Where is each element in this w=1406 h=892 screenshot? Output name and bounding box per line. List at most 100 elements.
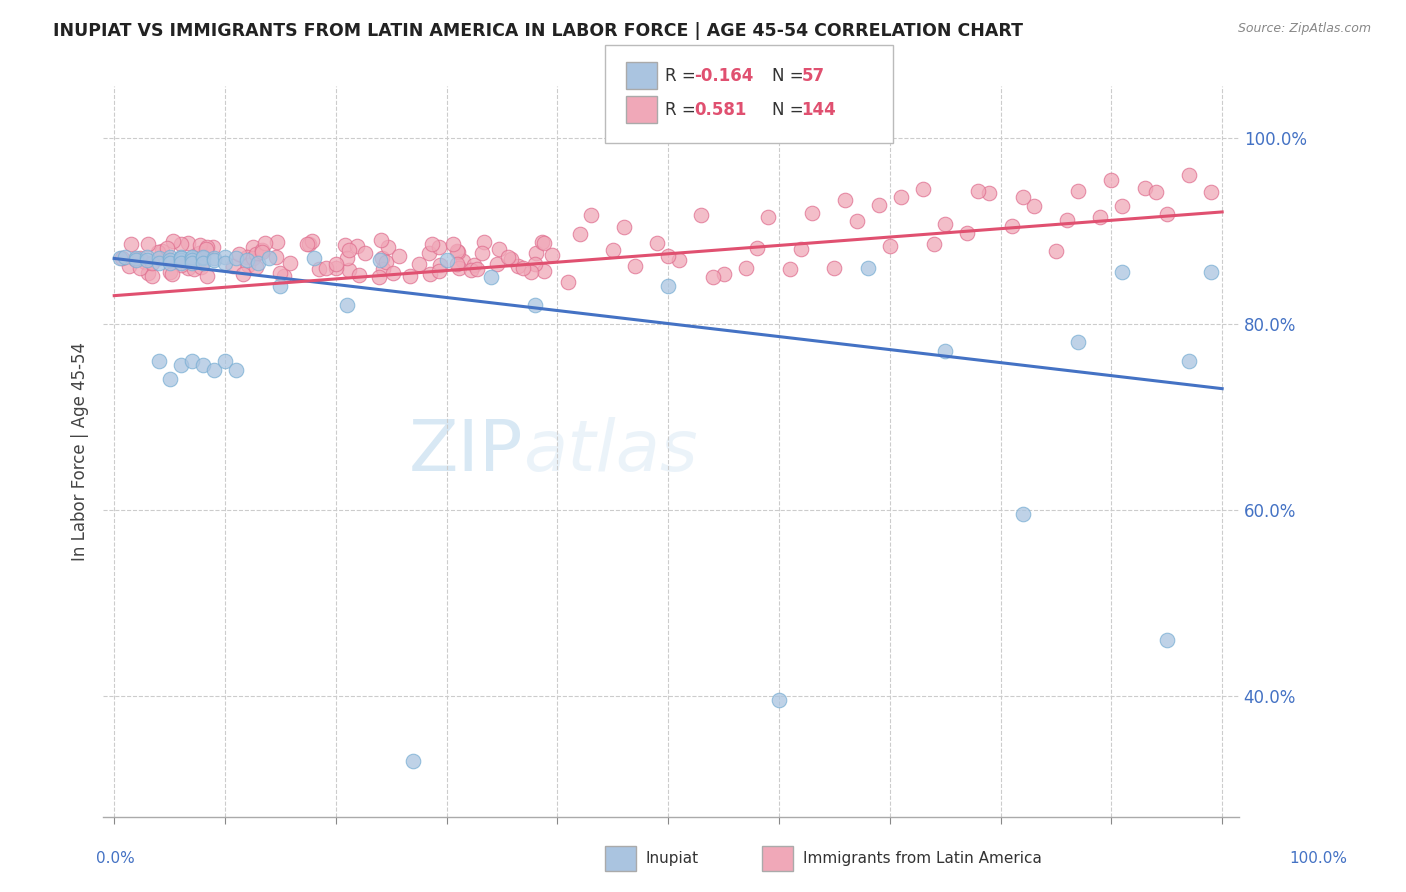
Point [1156,632,1178,647]
Point [790,242,813,256]
Point [170,236,193,251]
Point [702,269,724,284]
Point [657,249,679,263]
Point [159,372,181,386]
Point [460,263,482,277]
Point [624,259,647,273]
Point [868,198,890,212]
Point [188,237,211,252]
Point [1111,199,1133,213]
Point [890,190,912,204]
Point [488,242,510,256]
Point [381,266,404,280]
Point [1178,168,1201,182]
Point [668,252,690,267]
Point [354,246,377,260]
Point [170,359,193,373]
Point [398,268,420,283]
Point [278,256,301,270]
Text: N =: N = [772,67,808,85]
Point [191,359,214,373]
Point [136,237,159,252]
Point [236,250,259,264]
Point [295,236,318,251]
Point [524,246,547,260]
Point [125,252,148,266]
Text: 100.0%: 100.0% [1289,851,1347,865]
Point [756,210,779,224]
Point [253,235,276,250]
Point [540,248,562,262]
Point [533,236,555,251]
Point [108,252,131,266]
Point [159,256,181,270]
Point [183,261,205,276]
Point [346,239,368,253]
Point [1045,244,1067,258]
Point [266,235,288,250]
Point [236,253,259,268]
Point [524,258,547,272]
Point [713,268,735,282]
Point [152,244,174,258]
Point [245,247,267,261]
Point [159,253,181,268]
Point [214,256,236,270]
Point [1090,210,1112,224]
Point [136,253,159,268]
Point [232,267,254,281]
Point [170,252,193,266]
Point [524,298,547,312]
Point [180,256,202,270]
Point [1022,199,1045,213]
Point [429,258,451,272]
Text: INUPIAT VS IMMIGRANTS FROM LATIN AMERICA IN LABOR FORCE | AGE 45-54 CORRELATION : INUPIAT VS IMMIGRANTS FROM LATIN AMERICA… [53,22,1024,40]
Point [180,353,202,368]
Text: Inupiat: Inupiat [645,851,699,865]
Point [834,193,856,207]
Point [472,235,495,250]
Point [557,275,579,289]
Point [1067,335,1090,350]
Point [180,250,202,264]
Point [194,242,217,256]
Point [613,220,636,235]
Point [180,252,202,266]
Point [967,184,990,198]
Text: R =: R = [665,101,702,119]
Point [228,246,250,260]
Point [191,252,214,266]
Point [934,217,956,231]
Point [336,298,359,312]
Point [420,236,443,251]
Point [371,261,394,276]
Point [1099,172,1122,186]
Point [1011,507,1033,521]
Point [148,245,170,260]
Point [128,261,150,276]
Point [177,236,200,251]
Text: Source: ZipAtlas.com: Source: ZipAtlas.com [1237,22,1371,36]
Point [447,244,470,259]
Point [250,245,273,260]
Point [602,243,624,257]
Point [118,260,141,274]
Point [148,252,170,266]
Point [141,255,163,269]
Text: atlas: atlas [523,417,697,486]
Point [273,268,295,283]
Text: 144: 144 [801,101,837,119]
Y-axis label: In Labor Force | Age 45-54: In Labor Force | Age 45-54 [72,342,89,561]
Text: 0.581: 0.581 [695,101,747,119]
Point [441,236,464,251]
Point [436,253,458,268]
Point [202,253,225,268]
Point [347,268,370,282]
Point [242,240,264,254]
Point [325,260,347,275]
Point [191,256,214,270]
Point [496,250,519,264]
Point [779,261,801,276]
Point [129,251,152,265]
Point [247,256,270,270]
